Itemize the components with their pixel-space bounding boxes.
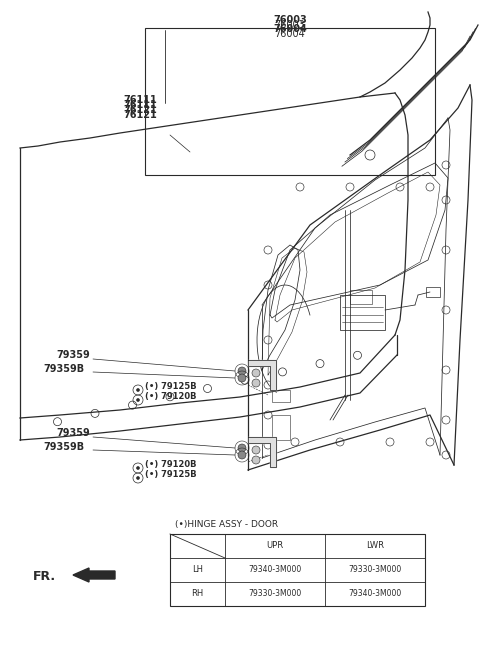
Text: FR.: FR. (33, 569, 56, 582)
Circle shape (238, 367, 246, 375)
Text: 76111: 76111 (123, 100, 157, 110)
Circle shape (136, 398, 140, 402)
Text: (•) 79120B: (•) 79120B (145, 392, 196, 402)
Text: RH: RH (192, 590, 204, 599)
Bar (272, 390, 290, 402)
Text: 79359B: 79359B (44, 364, 85, 374)
Polygon shape (248, 437, 276, 467)
Text: 79330-3M000: 79330-3M000 (348, 565, 402, 575)
Text: (•) 79125B: (•) 79125B (145, 383, 197, 392)
Bar (272, 415, 290, 440)
Bar (350, 290, 372, 304)
Text: (•) 79120B: (•) 79120B (145, 460, 196, 470)
Circle shape (238, 374, 246, 382)
Text: (•)HINGE ASSY - DOOR: (•)HINGE ASSY - DOOR (175, 520, 278, 529)
Circle shape (252, 456, 260, 464)
Text: UPR: UPR (266, 541, 284, 550)
Text: 79359: 79359 (56, 350, 90, 360)
Polygon shape (248, 360, 276, 390)
Text: (•) 79125B: (•) 79125B (145, 471, 197, 479)
Circle shape (252, 446, 260, 454)
Circle shape (252, 369, 260, 377)
Text: LWR: LWR (366, 541, 384, 550)
Text: 76004: 76004 (275, 29, 305, 39)
Text: 76003: 76003 (273, 15, 307, 25)
Text: 79340-3M000: 79340-3M000 (248, 565, 301, 575)
Text: 79330-3M000: 79330-3M000 (248, 590, 301, 599)
Text: 76004: 76004 (273, 24, 307, 34)
Bar (426, 287, 440, 297)
Text: 79359: 79359 (56, 428, 90, 438)
Circle shape (136, 389, 140, 392)
Bar (145, 28, 435, 175)
Circle shape (238, 444, 246, 452)
Text: 76003: 76003 (275, 20, 305, 30)
Text: 76121: 76121 (123, 105, 157, 115)
Circle shape (238, 451, 246, 459)
Circle shape (252, 379, 260, 387)
Text: 79359B: 79359B (44, 442, 85, 452)
Text: 79340-3M000: 79340-3M000 (348, 590, 402, 599)
Text: LH: LH (192, 565, 203, 575)
Circle shape (136, 466, 140, 470)
Text: 76111: 76111 (123, 95, 157, 105)
FancyArrow shape (73, 568, 115, 582)
Bar (340, 295, 385, 330)
Bar (170, 534, 425, 606)
Circle shape (136, 477, 140, 479)
Text: 76121: 76121 (123, 110, 157, 120)
